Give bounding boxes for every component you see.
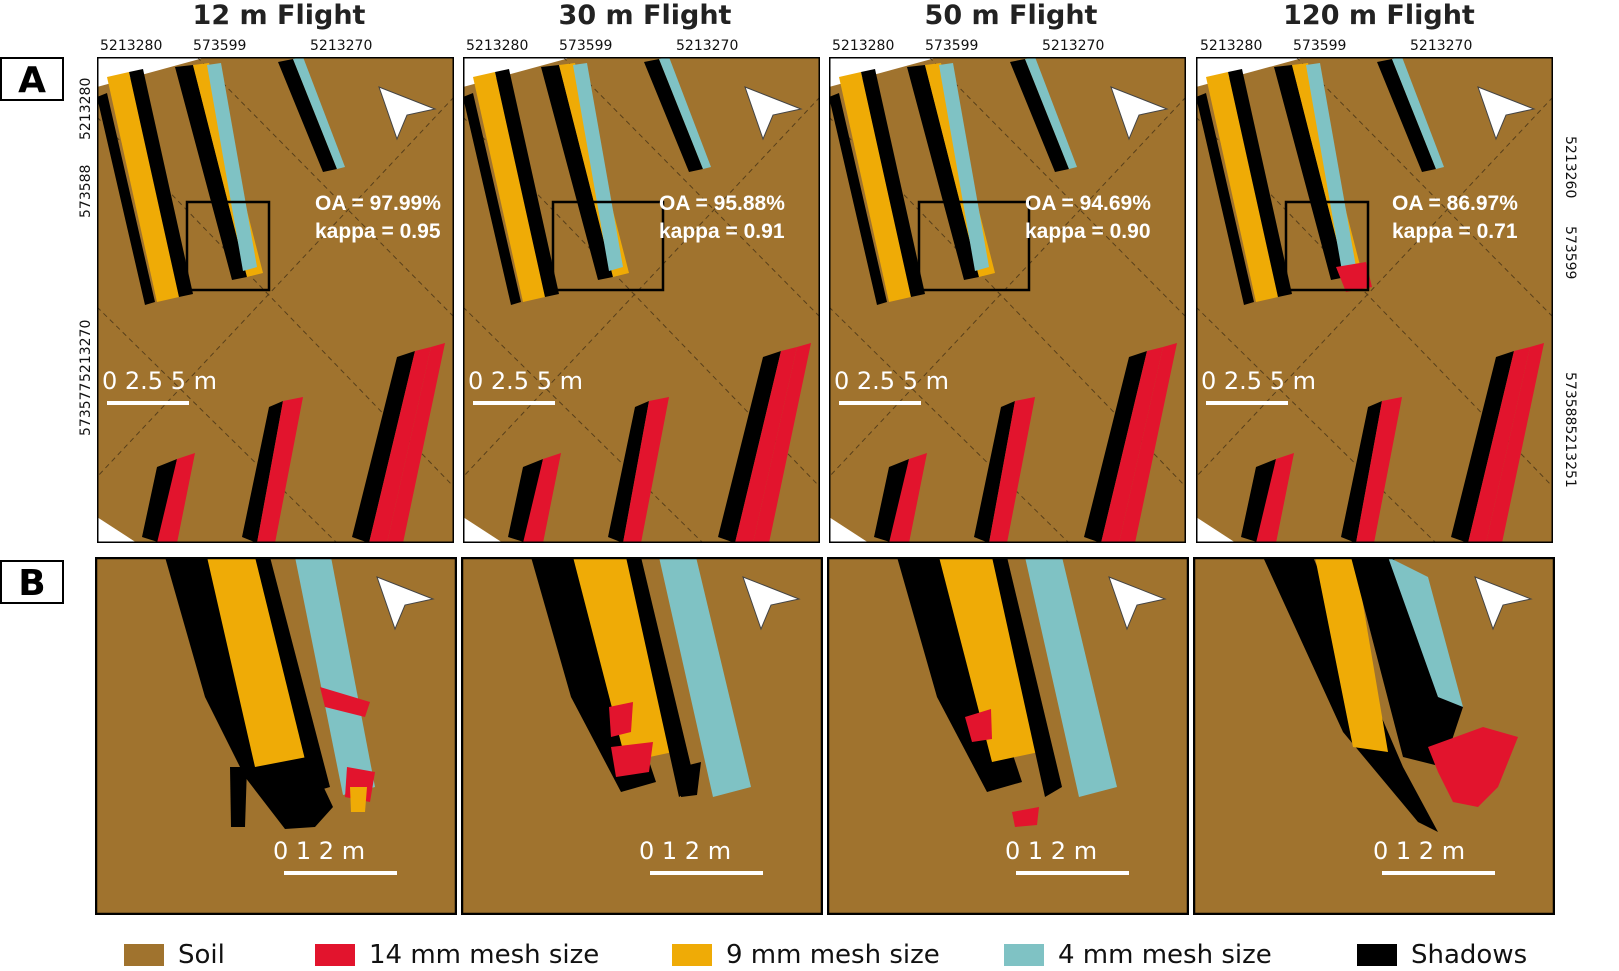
zoom-panel-b-12m: 0 1 2 m — [95, 557, 457, 915]
legend-swatch-4mm — [1004, 943, 1044, 966]
top-coord-left: 5213280 — [100, 38, 163, 54]
zoom-panel-b-120m: 0 1 2 m — [1193, 557, 1555, 915]
scale-bar-label: 0 2.5 5 m — [1201, 367, 1316, 395]
right-coord-2: 573599 — [1562, 226, 1578, 280]
top-coord-right: 5213270 — [1042, 38, 1105, 54]
top-coord-left: 5213280 — [1200, 38, 1263, 54]
right-coord-3: 5735885213251 — [1562, 372, 1578, 488]
legend-label: Shadows — [1411, 939, 1528, 970]
left-coord-3: 5213270 — [78, 319, 94, 382]
scale-bar-label: 0 1 2 m — [1373, 837, 1466, 865]
legend-label: 4 mm mesh size — [1058, 939, 1272, 970]
kappa-value: kappa = 0.90 — [1025, 220, 1151, 243]
zoom-panel-b-30m: 0 1 2 m — [461, 557, 823, 915]
scale-bar-label: 0 1 2 m — [273, 837, 366, 865]
flight-title-50m: 50 m Flight — [924, 0, 1098, 31]
scale-bar-label: 0 2.5 5 m — [102, 367, 217, 395]
top-coord-mid: 573599 — [193, 38, 247, 54]
scale-bar-label: 0 1 2 m — [639, 837, 732, 865]
scale-bar — [1016, 871, 1129, 875]
oa-value: OA = 94.69% — [1025, 192, 1151, 215]
scale-bar — [839, 401, 921, 405]
legend-item-14mm: 14 mm mesh size — [315, 938, 599, 971]
oa-value: OA = 95.88% — [659, 192, 785, 215]
flight-title-30m: 30 m Flight — [558, 0, 732, 31]
scale-bar-label: 0 1 2 m — [1005, 837, 1098, 865]
top-coord-right: 5213270 — [676, 38, 739, 54]
oa-value: OA = 97.99% — [315, 192, 441, 215]
scale-bar — [107, 401, 189, 405]
map-panel-a-12m: OA = 97.99% kappa = 0.95 0 2.5 5 m — [97, 57, 454, 543]
legend-swatch-soil — [124, 943, 164, 966]
top-coord-mid: 573599 — [1293, 38, 1347, 54]
left-coord-4: 573577 — [78, 382, 94, 436]
legend-item-4mm: 4 mm mesh size — [1004, 938, 1272, 971]
scale-bar-label: 0 2.5 5 m — [468, 367, 583, 395]
scale-bar — [473, 401, 555, 405]
row-label-b: B — [0, 560, 64, 604]
top-coord-right: 5213270 — [310, 38, 373, 54]
zoom-panel-b-50m: 0 1 2 m — [827, 557, 1189, 915]
kappa-value: kappa = 0.95 — [315, 220, 441, 243]
top-coord-left: 5213280 — [466, 38, 529, 54]
flight-title-120m: 120 m Flight — [1283, 0, 1475, 31]
scale-bar — [284, 871, 397, 875]
row-label-a: A — [0, 57, 64, 101]
legend-label: 9 mm mesh size — [726, 939, 940, 970]
legend-swatch-14mm — [315, 943, 355, 966]
flight-title-12m: 12 m Flight — [192, 0, 366, 31]
legend-label: Soil — [178, 939, 225, 970]
kappa-value: kappa = 0.91 — [659, 220, 785, 243]
right-coord-1: 5213260 — [1562, 136, 1578, 199]
map-panel-a-120m: OA = 86.97% kappa = 0.71 0 2.5 5 m — [1196, 57, 1553, 543]
scale-bar — [650, 871, 763, 875]
legend-swatch-9mm — [672, 943, 712, 966]
left-coord-2: 573588 — [78, 164, 94, 218]
scale-bar — [1382, 871, 1495, 875]
legend-item-soil: Soil — [124, 938, 225, 971]
kappa-value: kappa = 0.71 — [1392, 220, 1518, 243]
oa-value: OA = 86.97% — [1392, 192, 1518, 215]
map-panel-a-30m: OA = 95.88% kappa = 0.91 0 2.5 5 m — [463, 57, 820, 543]
legend-label: 14 mm mesh size — [369, 939, 600, 970]
map-panel-a-50m: OA = 94.69% kappa = 0.90 0 2.5 5 m — [829, 57, 1186, 543]
top-coord-mid: 573599 — [559, 38, 613, 54]
legend-swatch-shadows — [1357, 943, 1397, 966]
legend: Soil 14 mm mesh size 9 mm mesh size 4 mm… — [0, 938, 1619, 971]
left-coord-1: 5213280 — [78, 77, 94, 140]
top-coord-mid: 573599 — [925, 38, 979, 54]
legend-item-9mm: 9 mm mesh size — [672, 938, 940, 971]
legend-item-shadows: Shadows — [1357, 938, 1527, 971]
scale-bar-label: 0 2.5 5 m — [834, 367, 949, 395]
top-coord-right: 5213270 — [1410, 38, 1473, 54]
scale-bar — [1206, 401, 1288, 405]
top-coord-left: 5213280 — [832, 38, 895, 54]
